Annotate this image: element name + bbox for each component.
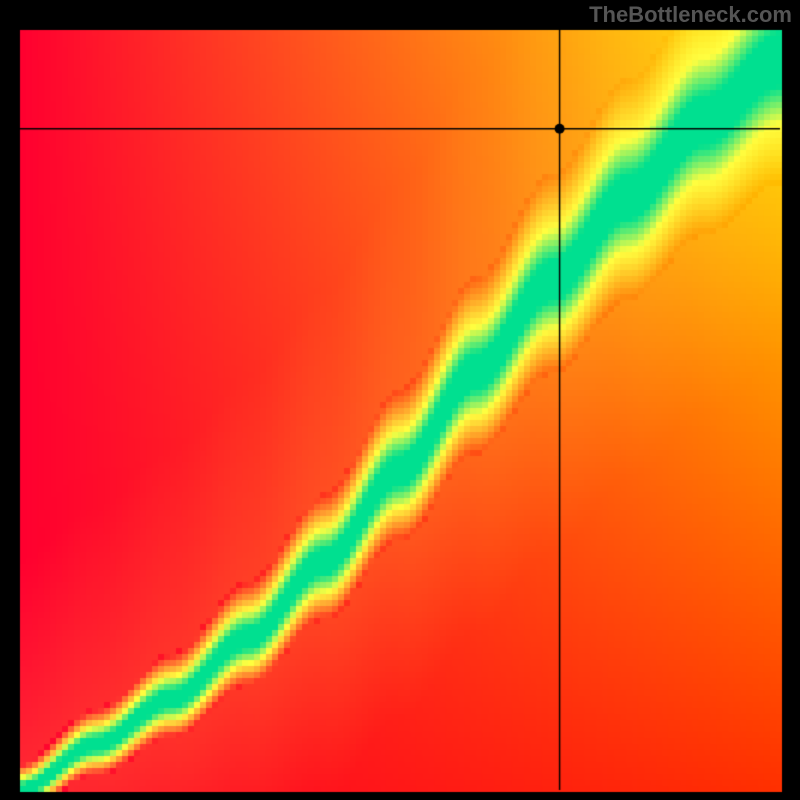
root-container: TheBottleneck.com [0,0,800,800]
bottleneck-heatmap-canvas [0,0,800,800]
watermark-text: TheBottleneck.com [589,2,792,28]
